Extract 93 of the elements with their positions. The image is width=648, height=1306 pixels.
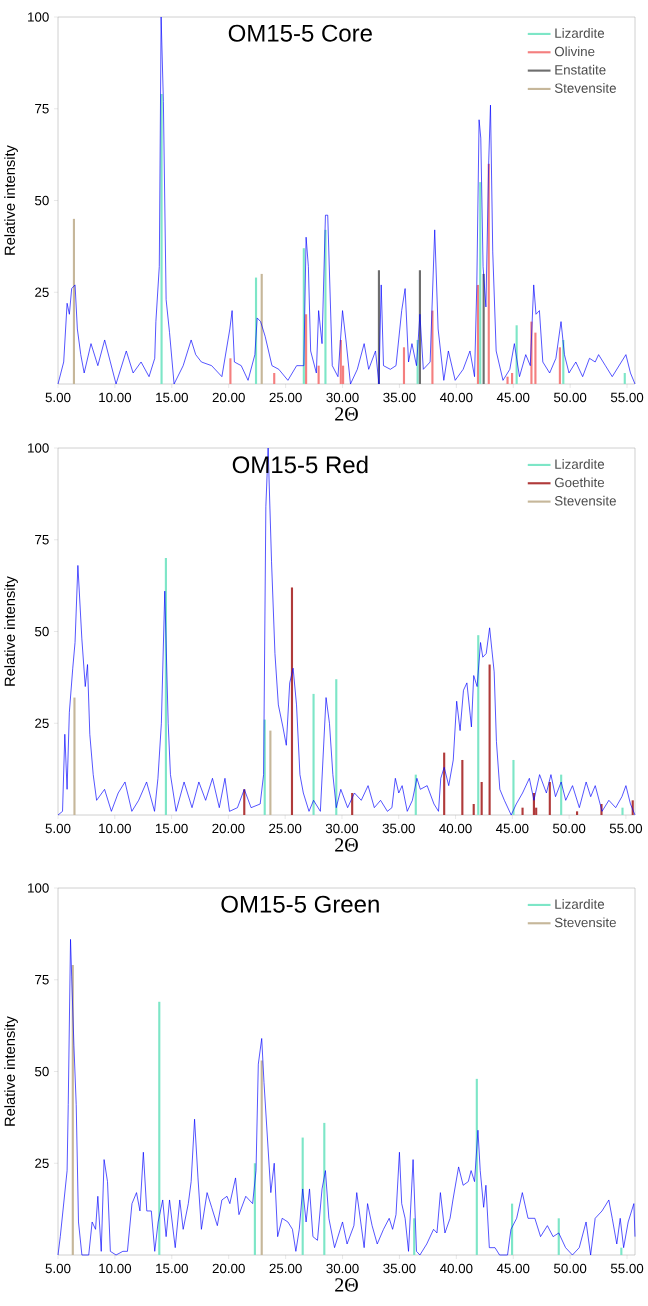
x-tick-label: 55.00 — [610, 392, 644, 403]
x-tick-label: 40.00 — [439, 392, 473, 403]
x-tick-label: 20.00 — [212, 1263, 245, 1274]
x-tick-label: 30.00 — [326, 392, 359, 403]
y-tick-label: 75 — [35, 975, 49, 985]
legend-label: Lizardite — [555, 899, 605, 909]
bar — [480, 781, 483, 816]
x-axis-title: 2Θ — [335, 407, 358, 421]
y-tick-label: 75 — [35, 535, 49, 545]
x-tick-label: 5.00 — [45, 392, 71, 403]
x-tick-label: 35.00 — [382, 823, 415, 834]
x-tick-label: 50.00 — [552, 823, 586, 834]
bar — [621, 807, 624, 816]
chart-title: OM15-5 Red — [232, 455, 368, 474]
bar — [576, 811, 579, 816]
x-tick-label: 55.00 — [609, 823, 643, 834]
bar — [317, 365, 320, 385]
x-tick-label: 20.00 — [212, 823, 245, 834]
bar — [273, 373, 276, 385]
x-tick-label: 45.00 — [496, 392, 530, 403]
x-tick-label: 15.00 — [156, 1263, 188, 1274]
x-tick-label: 25.00 — [269, 1263, 302, 1274]
y-tick-label: 50 — [35, 1066, 49, 1077]
bar — [229, 358, 232, 385]
x-tick-label: 15.00 — [155, 823, 188, 834]
bar — [269, 730, 272, 816]
bar — [511, 373, 514, 385]
x-tick-label: 5.00 — [45, 1263, 71, 1274]
bar — [312, 693, 315, 816]
bar — [558, 347, 561, 385]
y-tick-label: 100 — [28, 883, 49, 893]
x-tick-label: 55.00 — [610, 1263, 644, 1274]
y-tick-label: 25 — [35, 1158, 49, 1168]
x-tick-label: 35.00 — [383, 1263, 416, 1274]
bar — [476, 284, 480, 385]
chart-title: OM15-5 Green — [221, 895, 379, 913]
bar — [72, 218, 75, 385]
legend-label: Stevensite — [554, 917, 616, 928]
x-tick-label: 25.00 — [269, 823, 302, 834]
bar — [260, 1060, 263, 1255]
y-tick-label: 100 — [28, 12, 49, 22]
y-tick-label: 25 — [35, 718, 49, 728]
x-tick-label: 35.00 — [383, 392, 416, 403]
bar — [623, 373, 626, 385]
bar — [512, 759, 515, 816]
x-axis-title: 2Θ — [335, 838, 358, 852]
x-tick-label: 15.00 — [156, 392, 188, 403]
x-tick-label: 30.00 — [325, 823, 359, 834]
y-tick-label: 25 — [35, 287, 49, 297]
chart-title: OM15-5 Core — [228, 24, 372, 42]
bar — [488, 664, 491, 816]
x-tick-label: 10.00 — [99, 1263, 132, 1274]
x-tick-label: 45.00 — [496, 1263, 530, 1274]
x-tick-label: 45.00 — [495, 823, 529, 834]
bar — [548, 781, 551, 816]
legend-label: Olivine — [554, 46, 595, 57]
x-tick-label: 25.00 — [269, 392, 302, 403]
x-tick-label: 10.00 — [99, 823, 131, 834]
x-tick-label: 40.00 — [439, 823, 472, 834]
legend-label: Enstatite — [555, 64, 606, 75]
x-axis-title: 2Θ — [335, 1278, 358, 1292]
bar — [402, 347, 406, 385]
legend-label: Stevensite — [554, 83, 616, 93]
x-tick-label: 50.00 — [554, 1263, 587, 1274]
bar — [506, 376, 509, 385]
x-tick-label: 50.00 — [554, 392, 587, 403]
x-tick-label: 10.00 — [99, 392, 132, 403]
legend-label: Lizardite — [555, 459, 605, 469]
y-axis-title: Relative intensity — [4, 1016, 18, 1126]
bar — [472, 804, 475, 816]
legend-label: Lizardite — [555, 28, 605, 38]
x-tick-label: 5.00 — [45, 823, 71, 834]
y-tick-label: 75 — [35, 104, 49, 114]
x-tick-label: 30.00 — [326, 1263, 359, 1274]
x-tick-label: 40.00 — [439, 1263, 473, 1274]
y-axis-title: Relative intensity — [4, 145, 18, 255]
bar — [158, 1001, 161, 1255]
legend-label: Goethite — [554, 477, 605, 488]
y-tick-label: 100 — [28, 443, 49, 453]
bar — [461, 759, 464, 816]
bar — [260, 273, 263, 385]
bar — [290, 587, 294, 816]
bar — [521, 807, 524, 816]
bar — [73, 697, 76, 816]
x-tick-label: 20.00 — [212, 392, 245, 403]
legend-label: Stevensite — [554, 495, 616, 506]
y-tick-label: 50 — [35, 626, 49, 637]
bar — [413, 1218, 416, 1255]
y-axis-title: Relative intensity — [4, 576, 18, 686]
y-tick-label: 50 — [35, 195, 49, 206]
bar — [305, 314, 308, 385]
bar — [479, 182, 482, 385]
line-series — [57, 447, 636, 816]
